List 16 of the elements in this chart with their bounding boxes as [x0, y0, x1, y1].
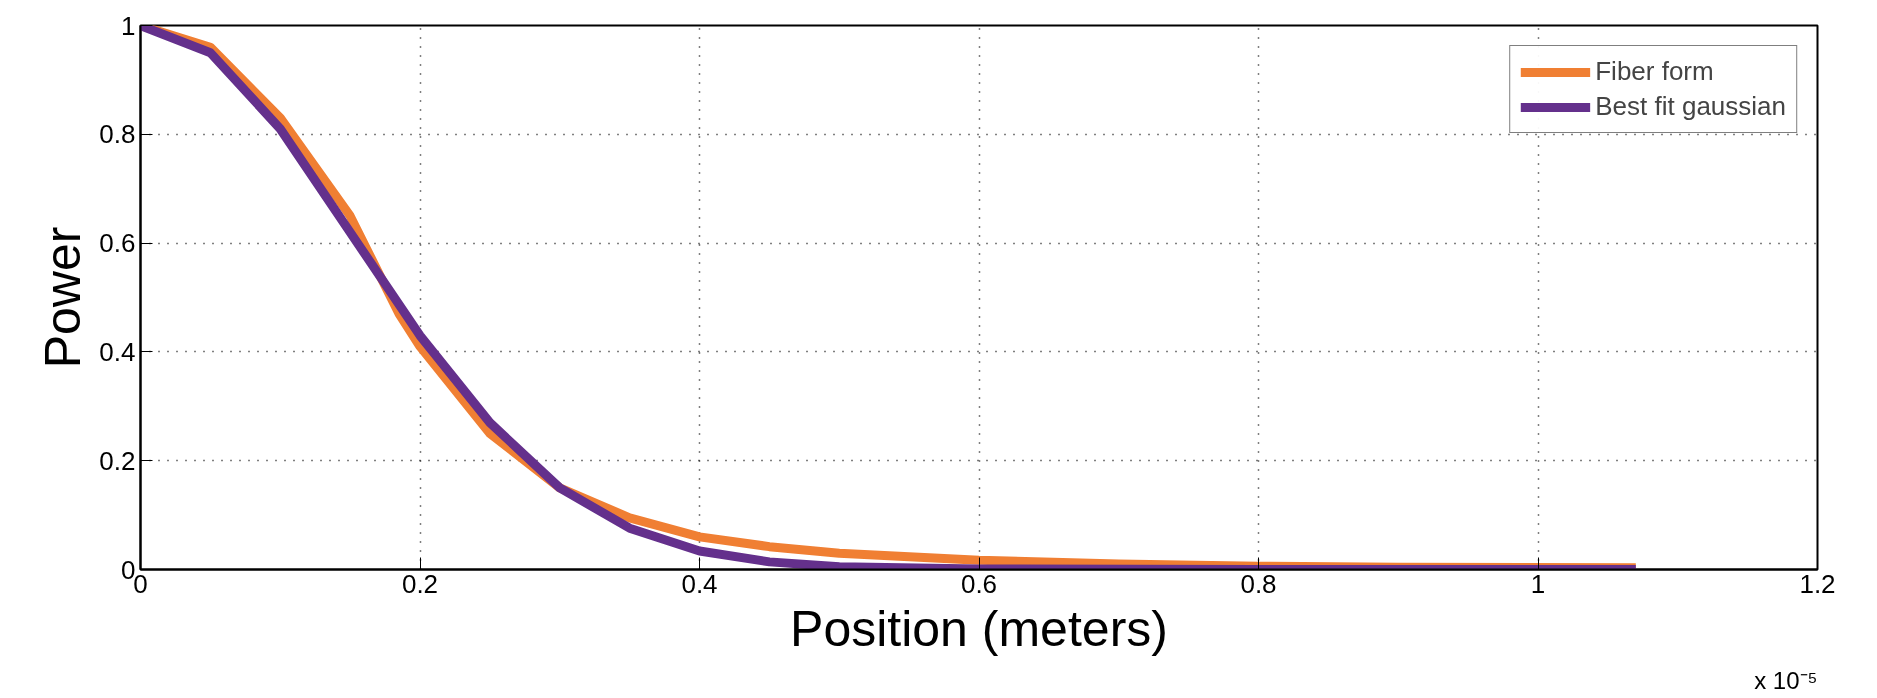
y-tick-label: 0.4: [99, 336, 136, 367]
x-tick-label: 0.6: [960, 568, 998, 599]
y-tick-label: 0.2: [99, 445, 136, 476]
x-tick-label: 0.8: [1240, 568, 1277, 599]
y-tick-label: 0.8: [99, 119, 136, 150]
y-axis-title: Power: [35, 226, 92, 369]
x-tick-label: 1.2: [1799, 568, 1836, 599]
y-tick-label: 1: [121, 10, 136, 41]
legend-label: Fiber form: [1595, 56, 1714, 87]
legend-label: Best fit gaussian: [1595, 91, 1786, 122]
x-axis-title: Position (meters): [790, 600, 1168, 657]
text: x 10⁻⁵: [1754, 666, 1818, 694]
x-tick-label: 0.2: [401, 568, 439, 599]
x-tick-label: 1: [1530, 568, 1546, 599]
y-tick-label: 0.6: [99, 228, 136, 259]
x-tick-label: 0.4: [681, 568, 718, 599]
